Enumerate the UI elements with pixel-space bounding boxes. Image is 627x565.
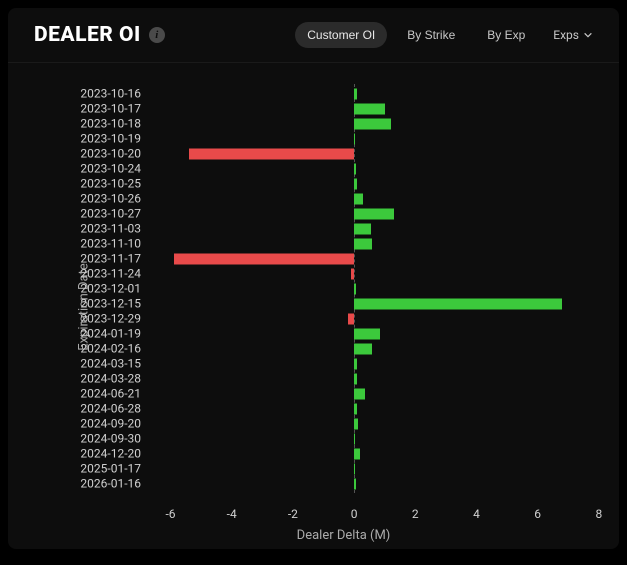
panel-header: DEALER OI i Customer OI By Strike By Exp… xyxy=(8,8,619,63)
y-tick-label: 2023-11-03 xyxy=(68,221,141,236)
bar xyxy=(354,208,394,219)
y-tick-label: 2024-09-30 xyxy=(68,431,141,446)
y-tick-label: 2024-01-19 xyxy=(68,326,141,341)
bar xyxy=(354,178,356,189)
bar xyxy=(348,313,354,324)
x-axis-label: Dealer Delta (M) xyxy=(297,528,391,543)
customer-oi-button[interactable]: Customer OI xyxy=(295,22,387,48)
title-group: DEALER OI i xyxy=(34,23,165,47)
bar xyxy=(354,238,372,249)
y-tick-label: 2024-06-21 xyxy=(68,386,141,401)
x-tick-label: 0 xyxy=(351,507,358,521)
bar xyxy=(354,283,356,294)
bar xyxy=(354,193,363,204)
x-tick-label: -2 xyxy=(288,507,298,521)
bar xyxy=(354,418,358,429)
y-tick-label: 2023-10-27 xyxy=(68,206,141,221)
bar xyxy=(354,388,365,399)
exps-dropdown[interactable]: Exps xyxy=(545,22,601,48)
bar xyxy=(354,163,356,174)
bar xyxy=(351,268,354,279)
bar xyxy=(354,478,356,489)
y-tick-label: 2023-10-26 xyxy=(68,191,141,206)
bar xyxy=(354,448,360,459)
y-tick-label: 2023-10-16 xyxy=(68,86,141,101)
y-tick-label: 2023-10-19 xyxy=(68,131,141,146)
chevron-down-icon xyxy=(583,30,593,40)
plot-region: 2023-10-162023-10-172023-10-182023-10-19… xyxy=(68,84,605,499)
x-tick-label: 6 xyxy=(534,507,541,521)
info-icon[interactable]: i xyxy=(149,27,165,43)
x-tick-label: 2 xyxy=(412,507,419,521)
bar xyxy=(354,328,380,339)
y-tick-label: 2024-12-20 xyxy=(68,446,141,461)
y-tick-label: 2023-10-17 xyxy=(68,101,141,116)
y-tick-label: 2024-03-15 xyxy=(68,356,141,371)
y-tick-label: 2024-06-28 xyxy=(68,401,141,416)
x-tick-label: -4 xyxy=(227,507,237,521)
y-tick-label: 2023-11-17 xyxy=(68,251,141,266)
y-tick-label: 2024-03-28 xyxy=(68,371,141,386)
controls: Customer OI By Strike By Exp Exps xyxy=(295,22,601,48)
exps-label: Exps xyxy=(553,28,579,42)
bar xyxy=(354,223,371,234)
bar xyxy=(354,343,372,354)
dealer-oi-panel: DEALER OI i Customer OI By Strike By Exp… xyxy=(8,8,619,549)
panel-title: DEALER OI xyxy=(34,23,141,47)
chart-area: Expiration Date 2023-10-162023-10-172023… xyxy=(8,64,619,549)
bar xyxy=(354,463,355,474)
bar xyxy=(354,88,357,99)
bar xyxy=(354,358,357,369)
y-tick-label: 2023-10-18 xyxy=(68,116,141,131)
by-exp-button[interactable]: By Exp xyxy=(475,22,537,48)
x-tick-label: 8 xyxy=(596,507,603,521)
y-tick-label: 2023-12-01 xyxy=(68,281,141,296)
y-tick-label: 2023-10-25 xyxy=(68,176,141,191)
y-tick-label: 2023-12-15 xyxy=(68,296,141,311)
bar xyxy=(354,118,391,129)
y-tick-label: 2024-02-16 xyxy=(68,341,141,356)
bar xyxy=(189,148,354,159)
bar xyxy=(354,403,356,414)
y-tick-label: 2023-10-24 xyxy=(68,161,141,176)
y-tick-label: 2024-09-20 xyxy=(68,416,141,431)
x-tick-label: -6 xyxy=(165,507,175,521)
y-tick-label: 2026-01-16 xyxy=(68,476,141,491)
y-tick-label: 2023-12-29 xyxy=(68,311,141,326)
x-tick-label: 4 xyxy=(473,507,480,521)
bar xyxy=(354,373,357,384)
y-tick-label: 2023-10-20 xyxy=(68,146,141,161)
bar xyxy=(354,133,355,144)
bar xyxy=(354,433,355,444)
y-tick-label: 2023-11-24 xyxy=(68,266,141,281)
by-strike-button[interactable]: By Strike xyxy=(395,22,467,48)
y-tick-label: 2023-11-10 xyxy=(68,236,141,251)
bar xyxy=(354,103,385,114)
y-tick-label: 2025-01-17 xyxy=(68,461,141,476)
bar xyxy=(354,298,562,309)
bar xyxy=(174,253,355,264)
